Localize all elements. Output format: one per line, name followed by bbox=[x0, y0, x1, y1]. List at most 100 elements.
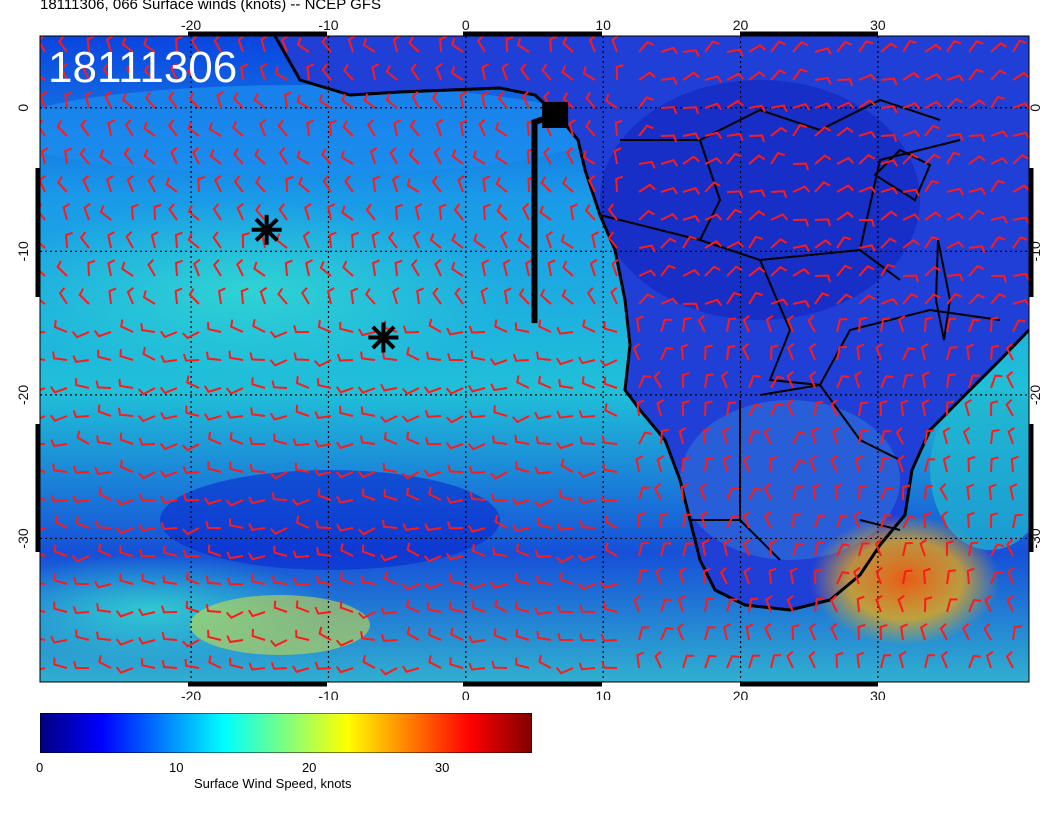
wind-barb bbox=[260, 36, 269, 53]
wind-barb bbox=[253, 261, 266, 277]
wind-barb bbox=[638, 96, 654, 109]
wind-barb bbox=[181, 331, 200, 340]
wind-barb bbox=[635, 315, 644, 333]
wind-barb bbox=[497, 91, 508, 109]
wind-barb bbox=[968, 374, 980, 389]
wind-barb bbox=[902, 102, 921, 110]
wind-barb bbox=[292, 550, 310, 559]
wind-barb bbox=[401, 665, 420, 674]
wind-barb bbox=[968, 209, 985, 221]
wind-barb bbox=[297, 37, 310, 53]
wind-barb bbox=[306, 119, 315, 137]
wind-barb bbox=[450, 261, 464, 277]
wind-barb bbox=[297, 176, 310, 193]
wind-barb bbox=[792, 542, 805, 557]
wind-barb bbox=[600, 494, 618, 503]
wind-barb bbox=[203, 497, 222, 506]
wind-barb bbox=[401, 415, 420, 423]
wind-barb bbox=[293, 352, 310, 361]
wind-barb bbox=[604, 542, 618, 557]
wind-barb bbox=[446, 496, 464, 504]
wind-barb bbox=[880, 77, 898, 86]
wind-barb bbox=[270, 471, 288, 480]
wind-barb bbox=[832, 426, 840, 445]
wind-barb bbox=[792, 486, 804, 501]
wind-barb bbox=[920, 343, 929, 361]
wind-barb bbox=[1005, 342, 1014, 361]
wind-barb bbox=[638, 568, 648, 585]
wind-barb bbox=[682, 654, 694, 669]
wind-barb bbox=[318, 626, 332, 641]
wind-barb bbox=[187, 204, 200, 221]
wind-barb bbox=[449, 657, 464, 669]
wind-barb bbox=[591, 231, 600, 249]
wind-barb bbox=[660, 297, 679, 305]
wind-barb bbox=[472, 150, 486, 165]
axis-tick-labels: -20 -20 -10 -10 0 0 10 10 20 20 30 30 0 0 -10 -10 -20 -20… bbox=[15, 17, 1043, 700]
wind-barb bbox=[184, 658, 200, 669]
wind-barb bbox=[808, 342, 817, 361]
wind-barb bbox=[765, 594, 773, 613]
colorbar-tick-label: 20 bbox=[301, 760, 317, 775]
wind-barb bbox=[251, 377, 266, 389]
wind-barb bbox=[468, 410, 486, 419]
wind-barb bbox=[428, 655, 442, 669]
wind-barb bbox=[875, 566, 883, 585]
wind-barb bbox=[52, 351, 68, 361]
wind-barb bbox=[565, 146, 574, 165]
wind-barb bbox=[540, 288, 552, 305]
wind-barb bbox=[792, 218, 810, 227]
southeast-high-wind bbox=[810, 515, 1000, 645]
wind-barb bbox=[722, 539, 731, 557]
wind-barb bbox=[770, 654, 782, 669]
wind-barb bbox=[946, 292, 963, 305]
wind-barb bbox=[82, 62, 90, 81]
wind-barb bbox=[384, 571, 398, 585]
wind-barb bbox=[557, 604, 574, 613]
wind-barb bbox=[814, 292, 830, 305]
wind-barb bbox=[660, 626, 674, 641]
wind-barb bbox=[225, 499, 244, 507]
wind-barb bbox=[160, 411, 178, 420]
wind-barb bbox=[990, 400, 999, 417]
wind-barb bbox=[402, 523, 420, 531]
wind-barb bbox=[249, 463, 266, 473]
wind-barb bbox=[562, 260, 574, 277]
wind-barb bbox=[1007, 566, 1015, 585]
lat-tick-label: 0 bbox=[15, 104, 31, 112]
wind-barb bbox=[162, 574, 178, 585]
wind-barb bbox=[702, 427, 711, 445]
wind-barb bbox=[314, 661, 332, 670]
wind-barb bbox=[880, 186, 899, 195]
wind-barb bbox=[742, 314, 750, 333]
wind-barb bbox=[40, 331, 46, 334]
wind-barb bbox=[248, 523, 266, 532]
wind-barb bbox=[295, 600, 310, 613]
wind-barb bbox=[515, 601, 530, 613]
wind-barb bbox=[140, 658, 156, 669]
wind-barb bbox=[857, 623, 866, 641]
wind-barb bbox=[424, 523, 442, 532]
wind-barb bbox=[748, 104, 766, 113]
wind-barb bbox=[450, 65, 464, 81]
wind-barb bbox=[314, 468, 332, 477]
wind-barb bbox=[726, 291, 742, 305]
wind-barb bbox=[599, 581, 618, 589]
wind-barb bbox=[726, 132, 744, 141]
wind-barb bbox=[924, 429, 935, 445]
wind-barb bbox=[763, 427, 772, 445]
wind-barb bbox=[431, 91, 442, 109]
wind-barb bbox=[704, 344, 713, 361]
wind-barb bbox=[138, 636, 156, 645]
wind-barb bbox=[212, 203, 222, 221]
wind-barb bbox=[519, 63, 530, 81]
wind-barb bbox=[335, 665, 354, 674]
wind-barb bbox=[317, 378, 332, 389]
wind-barb bbox=[138, 493, 156, 502]
wind-barb bbox=[515, 629, 530, 641]
wind-barb bbox=[741, 342, 750, 361]
wind-barb bbox=[966, 483, 975, 501]
wind-barb bbox=[126, 286, 135, 305]
wind-barb bbox=[283, 91, 292, 109]
wind-barb bbox=[946, 97, 963, 109]
